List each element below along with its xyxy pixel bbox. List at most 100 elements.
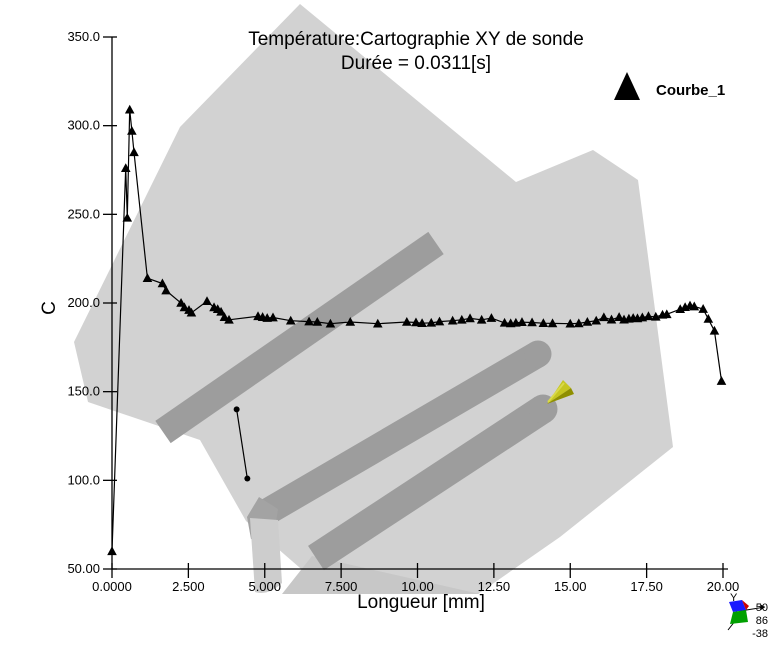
probe-segment [233, 406, 251, 482]
part-rib-lower [308, 396, 551, 571]
data-point-marker [372, 318, 383, 328]
data-point-marker [661, 309, 672, 319]
data-point-marker [224, 314, 234, 324]
y-tick-label: 100.0 [67, 472, 100, 487]
data-point-marker [606, 314, 617, 324]
y-axis-title: C [39, 301, 60, 315]
triad-value-2: 86 [756, 615, 768, 627]
data-point-marker [689, 301, 700, 311]
data-point-marker [499, 317, 510, 327]
data-point-marker [538, 318, 549, 328]
x-axis-ticks: 0.0000 2.500 5.000 7.500 10.00 12.50 15.00 17.5… [92, 563, 739, 594]
data-point-marker [411, 317, 421, 327]
data-point-marker [107, 546, 117, 556]
legend-label: Courbe_1 [656, 82, 725, 99]
data-point-marker [129, 147, 139, 157]
data-point-marker [486, 313, 497, 322]
data-point-marker [325, 318, 336, 328]
probe-segment-endpoint [233, 406, 240, 413]
data-point-marker [124, 104, 135, 114]
data-point-marker [157, 278, 168, 288]
data-point-marker [456, 314, 467, 324]
part-rib-middle [260, 342, 545, 524]
y-axis-ticks: 50.00 100.0 150.0 200.0 250.0 300.0 350.0 [67, 29, 117, 576]
x-tick-label: 7.500 [325, 579, 358, 594]
triad-value-1: 50 [756, 602, 768, 614]
probe-segment-endpoint [244, 475, 251, 482]
legend: Courbe_1 [614, 72, 725, 100]
data-point-marker [285, 315, 296, 325]
x-tick-label: 20.00 [707, 579, 740, 594]
y-tick-label: 200.0 [67, 295, 100, 310]
data-point-marker [698, 304, 708, 313]
data-point-marker [614, 312, 624, 321]
data-point-marker [268, 312, 278, 322]
triad-cube-front-face [730, 610, 748, 624]
data-point-marker [465, 313, 475, 323]
y-tick-label: 150.0 [67, 384, 100, 399]
chart-title: Température:Cartographie XY de sonde [248, 29, 584, 50]
data-point-marker [142, 273, 153, 282]
part-rib-middle-cap [524, 340, 552, 368]
triad-cube-right-face [742, 600, 749, 610]
data-point-marker [161, 285, 171, 295]
data-point-marker [312, 316, 323, 326]
x-tick-label: 15.00 [554, 579, 587, 594]
y-tick-label: 300.0 [67, 118, 100, 133]
x-tick-label: 10.00 [401, 579, 434, 594]
part-geometry-silhouette [74, 4, 673, 594]
data-point-marker [186, 307, 197, 317]
data-point-marker [127, 125, 137, 135]
data-point-marker [202, 296, 212, 306]
triad-arrowhead [760, 604, 765, 610]
data-point-marker [120, 163, 131, 173]
data-point-marker [716, 376, 727, 385]
data-point-marker [216, 306, 226, 316]
data-point-marker [476, 314, 487, 324]
data-point-marker [345, 316, 356, 326]
x-tick-label: 12.50 [478, 579, 511, 594]
data-point-marker [426, 317, 437, 327]
chart-subtitle: Durée = 0.0311[s] [341, 53, 491, 74]
x-tick-label: 2.500 [172, 579, 205, 594]
data-point-marker [179, 302, 190, 312]
data-point-marker [517, 317, 527, 326]
probe-cone-body [547, 380, 571, 404]
data-point-marker [434, 316, 445, 326]
part-lower-face [282, 556, 480, 594]
data-point-marker [304, 316, 314, 326]
data-point-marker [447, 315, 458, 325]
data-point-marker [643, 311, 654, 321]
part-vertical-pin [250, 518, 282, 593]
probe-cone [547, 380, 574, 404]
data-point-marker [417, 318, 427, 328]
data-point-marker [402, 316, 412, 326]
data-point-marker [599, 312, 609, 322]
data-point-marker [709, 325, 720, 335]
y-tick-label: 350.0 [67, 29, 100, 44]
x-axis-title: Longueur [mm] [357, 592, 485, 613]
x-tick-label: 0.0000 [92, 579, 132, 594]
data-point-marker [591, 315, 602, 325]
data-point-marker [122, 212, 133, 222]
y-tick-label: 250.0 [67, 206, 100, 221]
data-point-marker [703, 313, 714, 323]
data-point-marker [219, 312, 230, 321]
x-tick-label: 5.000 [248, 579, 281, 594]
data-point-marker [574, 318, 584, 328]
data-point-marker [565, 318, 576, 328]
triad-cube-top-face [729, 600, 746, 612]
data-point-marker [527, 317, 537, 327]
probe-cone-underside [547, 388, 574, 404]
data-point-marker [547, 318, 558, 328]
orientation-triad: Y 50 86 -38 [727, 592, 768, 640]
triad-value-3: -38 [752, 628, 768, 640]
x-tick-label: 17.50 [630, 579, 663, 594]
data-point-marker [582, 316, 593, 326]
legend-marker-triangle-icon [614, 72, 640, 100]
triad-y-label: Y [730, 592, 738, 604]
probe-cone-highlight [547, 382, 565, 403]
curve-markers [107, 104, 727, 556]
y-tick-label: 50.00 [67, 561, 100, 576]
